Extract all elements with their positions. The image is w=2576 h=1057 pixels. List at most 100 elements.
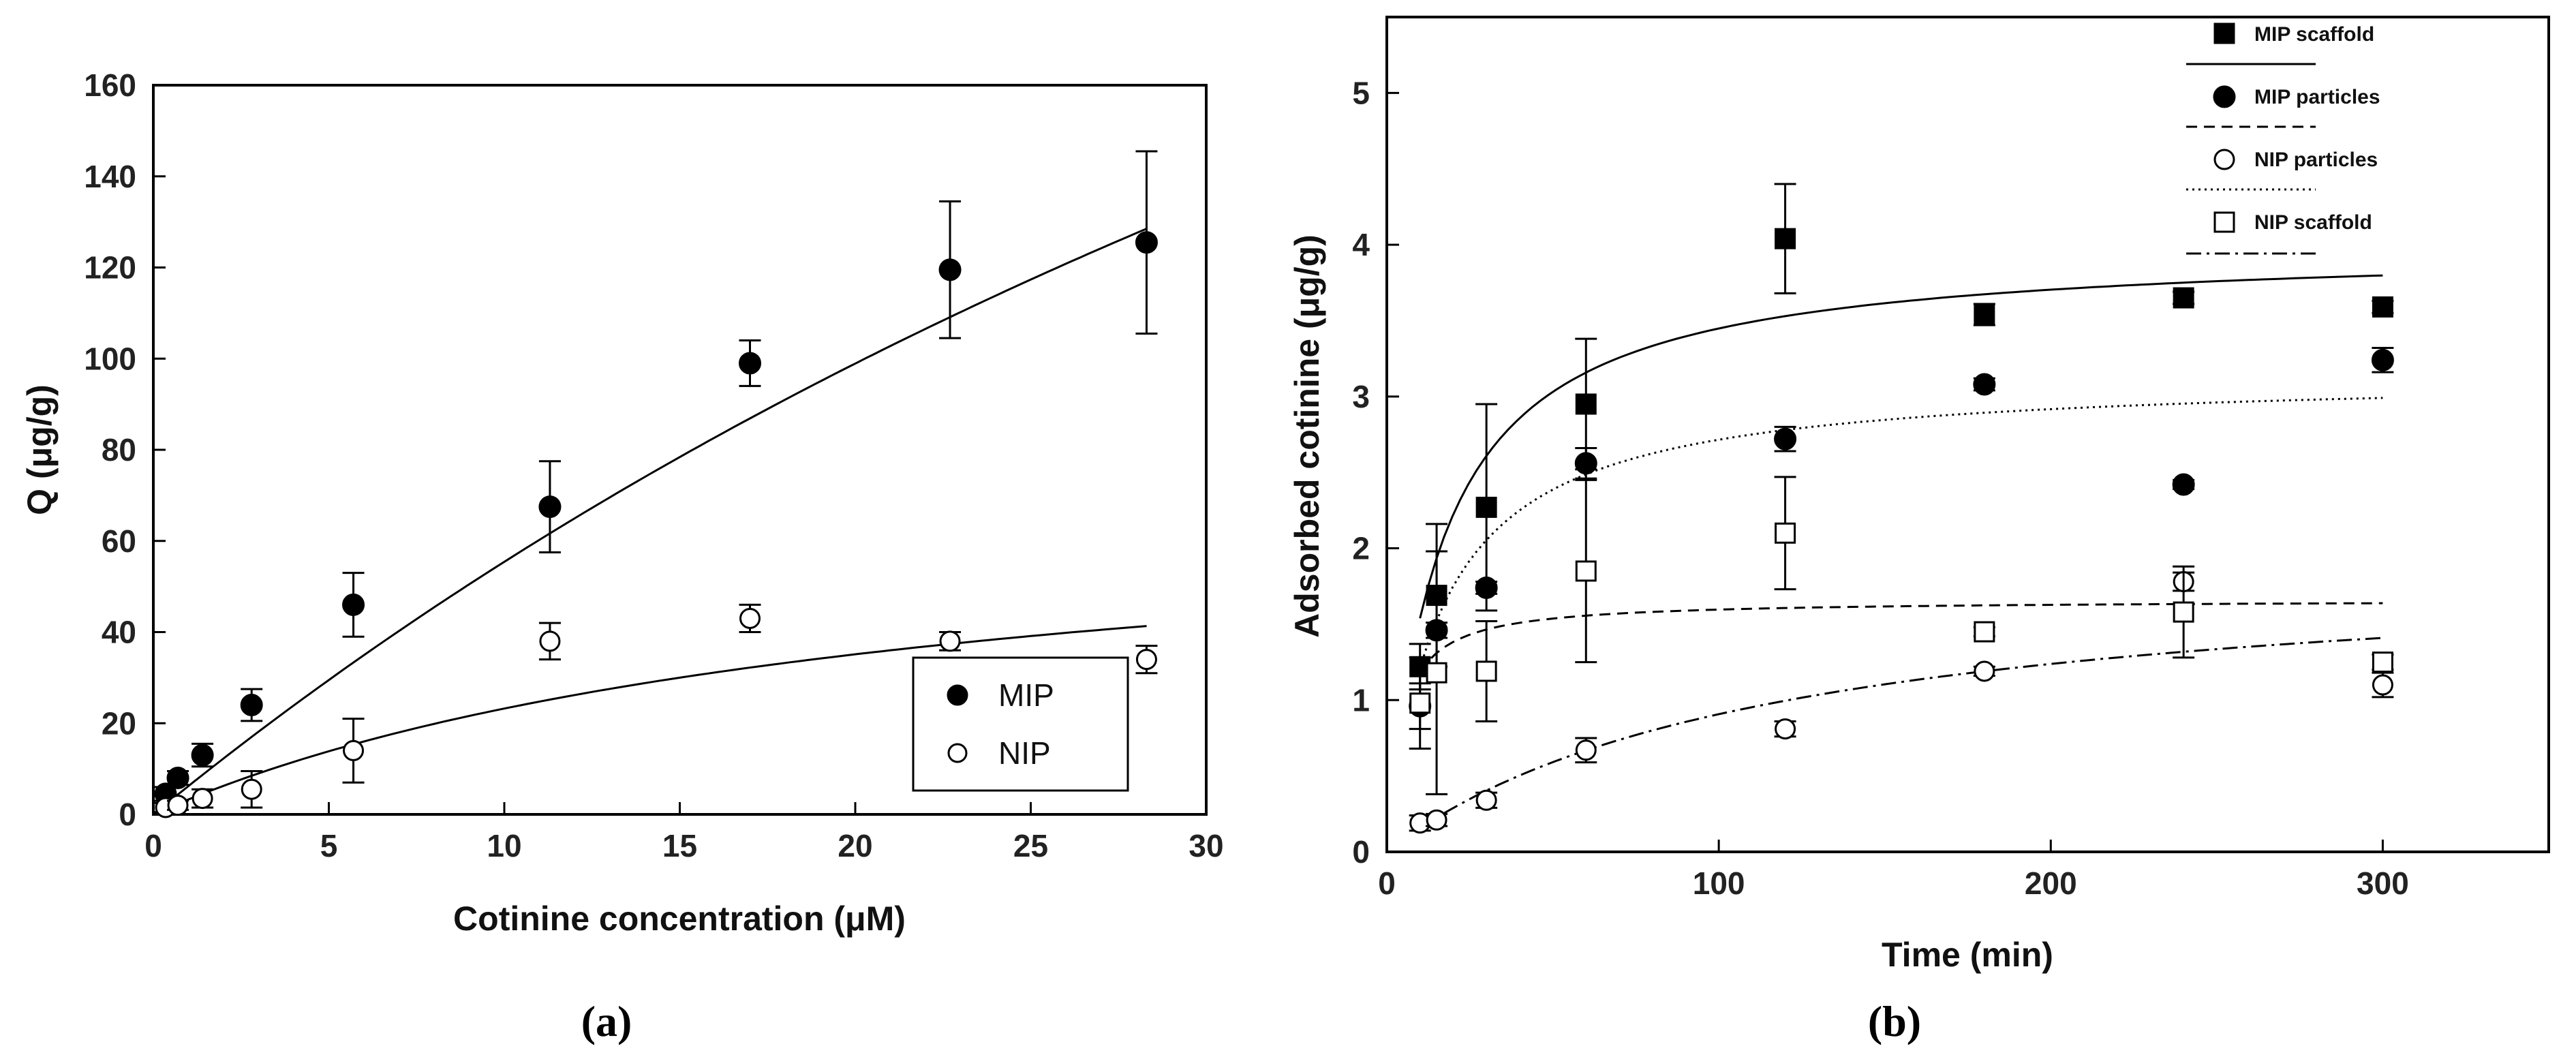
- data-point-mip-scaffold: [1775, 228, 1796, 249]
- data-point-mip-particles: [2371, 348, 2394, 371]
- x-tick-label: 300: [2357, 865, 2409, 901]
- x-tick-label: 0: [144, 828, 162, 863]
- data-point-nip-scaffold: [1974, 621, 1995, 643]
- legend-marker-mip-scaffold: [2213, 22, 2235, 44]
- data-point-mip-scaffold: [2372, 296, 2393, 318]
- data-point-nip: [1135, 649, 1157, 671]
- data-point-mip: [538, 495, 562, 519]
- data-point-nip-particles: [1974, 660, 1995, 682]
- y-tick-label: 0: [119, 797, 136, 832]
- x-tick-label: 200: [2025, 865, 2077, 901]
- data-point-nip-particles: [2372, 674, 2393, 696]
- data-point-nip: [343, 739, 365, 761]
- fit-curve-nip-scaffold: [1419, 637, 2383, 829]
- data-point-nip: [739, 607, 761, 629]
- x-tick-label: 30: [1189, 828, 1223, 863]
- data-point-nip: [241, 778, 262, 800]
- legend-label-nip: NIP: [998, 735, 1051, 771]
- data-point-nip-scaffold: [1426, 662, 1447, 684]
- data-marks-a: [154, 150, 1158, 818]
- data-point-mip-scaffold: [1974, 304, 1995, 326]
- data-point-nip: [539, 630, 561, 652]
- legend-a: MIP NIP: [912, 656, 1129, 792]
- data-point-mip: [166, 767, 189, 789]
- data-point-mip: [240, 694, 263, 716]
- y-axis-title-a: Q (μg/g): [20, 384, 59, 515]
- fit-curve-mip-particles: [1419, 397, 2383, 669]
- data-point-mip: [938, 258, 962, 281]
- panel-label-b: (b): [1868, 997, 1921, 1045]
- y-axis-title-b: Adsorbed cotinine (μg/g): [1288, 234, 1326, 638]
- y-tick-label: 80: [102, 432, 136, 468]
- data-point-mip-particles: [1973, 373, 1996, 396]
- y-tick-label: 140: [84, 159, 136, 194]
- y-tick-label: 3: [1352, 379, 1370, 414]
- y-tick-label: 20: [102, 705, 136, 741]
- data-point-nip-particles: [1426, 809, 1447, 831]
- data-point-nip-scaffold: [1475, 660, 1497, 682]
- y-tick-label: 2: [1352, 531, 1370, 566]
- x-tick-label: 100: [1693, 865, 1745, 901]
- data-point-mip-particles: [2172, 473, 2195, 496]
- x-tick-label: 15: [662, 828, 697, 863]
- data-point-mip: [1135, 231, 1158, 254]
- chart-panel-a: 0 5 10 15 20 25 30 0 20 40 60 80 100 120 140 160 MIP NI…: [20, 67, 1224, 1045]
- legend-label-mip-particles: MIP particles: [2254, 86, 2380, 108]
- legend-label-nip-scaffold: NIP scaffold: [2254, 211, 2372, 234]
- x-tick-label: 25: [1013, 828, 1048, 863]
- legend-label-nip-particles: NIP particles: [2254, 149, 2378, 171]
- data-point-nip-scaffold: [1775, 522, 1796, 544]
- data-point-mip-particles: [1574, 452, 1597, 475]
- fit-curve-nip: [153, 625, 1147, 816]
- legend-marker-mip-particles: [2213, 85, 2236, 108]
- y-tick-label: 5: [1352, 75, 1370, 110]
- x-tick-label: 5: [320, 828, 338, 863]
- legend-box-a: [912, 656, 1129, 792]
- fit-curve-mip-scaffold: [1419, 274, 2383, 619]
- data-point-mip: [191, 744, 214, 767]
- data-point-nip-scaffold: [1409, 692, 1431, 714]
- axis-ticks-b: 0 100 200 300 0 1 2 3 4 5: [1352, 75, 2408, 901]
- y-tick-label: 100: [84, 341, 136, 376]
- y-tick-label: 60: [102, 523, 136, 559]
- x-axis-title-b: Time (min): [1882, 936, 2053, 974]
- y-tick-label: 0: [1352, 834, 1370, 870]
- data-point-nip-particles: [1475, 789, 1497, 811]
- legend-b: MIP scaffold MIP particles NIP particles…: [2186, 22, 2380, 255]
- y-tick-label: 4: [1352, 227, 1370, 262]
- panel-label-a: (a): [581, 997, 632, 1045]
- data-point-mip-scaffold: [1575, 393, 1597, 415]
- axis-ticks-a: 0 5 10 15 20 25 30 0 20 40 60 80 100 120 140 160: [84, 67, 1223, 863]
- legend-marker-nip-particles: [2213, 149, 2235, 170]
- x-tick-label: 20: [838, 828, 872, 863]
- plot-frame-b: [1385, 16, 2550, 853]
- data-point-mip-scaffold: [2173, 287, 2194, 309]
- fit-curve-mip: [153, 228, 1148, 816]
- legend-marker-mip: [947, 684, 968, 706]
- x-tick-label: 10: [487, 828, 521, 863]
- data-point-mip-particles: [1475, 576, 1498, 599]
- fit-curve-nip-particles: [1419, 602, 2383, 673]
- y-tick-label: 1: [1352, 682, 1370, 718]
- data-point-nip-particles: [1775, 718, 1796, 740]
- data-point-nip-scaffold: [1575, 560, 1597, 582]
- fit-curves-b: [1419, 274, 2383, 829]
- x-axis-title-a: Cotinine concentration (μM): [453, 900, 906, 938]
- data-point-mip: [342, 593, 365, 616]
- data-point-mip: [739, 352, 761, 375]
- data-marks-b: [1409, 183, 2394, 834]
- data-point-mip-particles: [1774, 427, 1797, 450]
- legend-label-mip: MIP: [998, 677, 1054, 713]
- data-point-nip-scaffold: [2173, 601, 2194, 623]
- legend-marker-nip-scaffold: [2213, 211, 2235, 233]
- x-tick-label: 0: [1378, 865, 1396, 901]
- y-tick-label: 120: [84, 250, 136, 286]
- data-point-nip-particles: [1575, 739, 1597, 761]
- fit-curves-a: [153, 228, 1148, 816]
- data-point-mip-scaffold: [1475, 496, 1497, 518]
- data-point-nip: [939, 630, 961, 652]
- data-point-nip: [167, 795, 189, 816]
- data-point-nip: [191, 788, 213, 810]
- data-point-nip-scaffold: [2372, 652, 2393, 673]
